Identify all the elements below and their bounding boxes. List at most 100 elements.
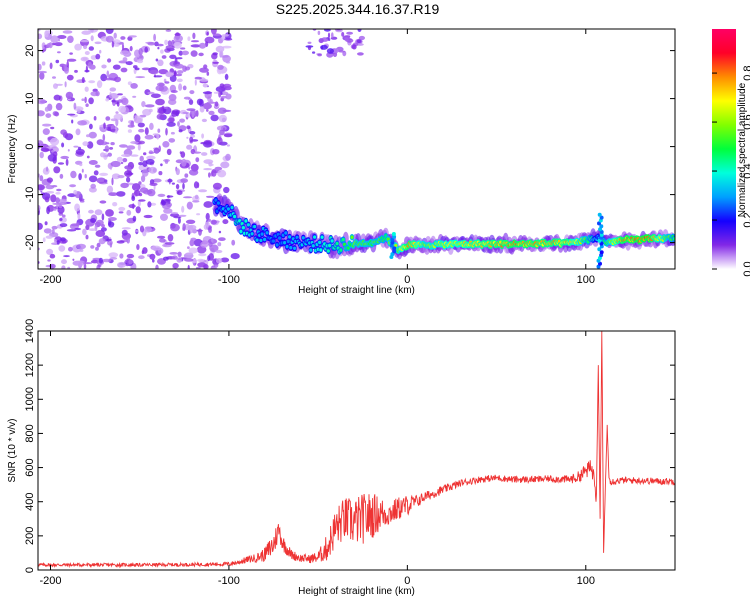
noise-blob (205, 212, 210, 221)
ridge-core (244, 219, 248, 223)
noise-blob (152, 133, 159, 136)
noise-blob (55, 192, 61, 195)
noise-blob (54, 42, 63, 47)
noise-blob (94, 164, 101, 168)
noise-blob (105, 35, 114, 43)
noise-blob (152, 259, 155, 263)
ridge-core (301, 236, 305, 240)
noise-blob (175, 183, 180, 190)
ridge-core (230, 205, 234, 210)
noise-blob (58, 204, 63, 209)
noise-blob (197, 258, 205, 262)
noise-blob (99, 200, 107, 204)
noise-blob (55, 102, 63, 111)
y-tick-label: 400 (24, 493, 36, 511)
noise-blob (90, 245, 95, 249)
noise-blob (216, 137, 223, 145)
noise-blob (220, 257, 230, 263)
noise-blob (84, 86, 89, 92)
noise-blob (47, 259, 51, 262)
noise-blob (120, 182, 129, 189)
ridge-disturbance (392, 249, 397, 254)
noise-blob (81, 98, 85, 101)
noise-blob (138, 48, 143, 56)
noise-blob (53, 83, 58, 89)
noise-blob (96, 242, 101, 248)
noise-blob (121, 227, 131, 230)
noise-blob (38, 110, 45, 117)
noise-blob (107, 58, 112, 63)
noise-blob (88, 29, 98, 33)
noise-blob (66, 58, 77, 62)
noise-blob (176, 78, 183, 83)
ridge-disturbance (390, 240, 395, 245)
ridge-disturbance (599, 224, 604, 229)
noise-blob (138, 199, 146, 202)
noise-blob (128, 35, 137, 38)
noise-blob (178, 50, 183, 56)
noise-blob (149, 182, 158, 186)
noise-blob (49, 253, 56, 259)
colorbar-tick-label: 0.6 (742, 114, 750, 129)
noise-blob (133, 115, 143, 124)
noise-blob (46, 166, 49, 172)
noise-blob (183, 96, 191, 100)
noise-blob (186, 136, 189, 139)
noise-blob (105, 116, 111, 121)
noise-blob (50, 146, 59, 153)
noise-blob (88, 46, 95, 51)
noise-blob (203, 264, 209, 269)
noise-blob (197, 182, 200, 189)
noise-blob (142, 160, 148, 167)
noise-blob (126, 237, 130, 244)
snr-plot-area (38, 331, 675, 570)
noise-blob (82, 141, 89, 147)
noise-blob (144, 134, 154, 140)
noise-blob (75, 128, 81, 136)
noise-blob (42, 237, 46, 243)
y-axis-label: SNR (10 * v/v) (7, 419, 18, 483)
noise-blob (201, 133, 205, 139)
noise-blob (51, 225, 58, 230)
noise-blob (188, 166, 191, 170)
noise-blob (186, 125, 191, 130)
ridge-core (286, 239, 290, 244)
noise-blob (84, 96, 87, 104)
noise-blob (190, 50, 198, 57)
noise-blob (194, 76, 203, 80)
noise-blob (199, 99, 204, 107)
noise-blob (70, 224, 78, 227)
noise-blob (39, 72, 45, 80)
noise-blob (100, 152, 106, 158)
noise-blob (88, 97, 94, 105)
y-tick-label: -10 (24, 187, 36, 203)
noise-blob (147, 91, 155, 95)
noise-blob (156, 113, 164, 120)
noise-blob (133, 189, 141, 197)
ridge-core (672, 237, 675, 241)
noise-blob (175, 73, 183, 77)
noise-blob (231, 239, 236, 246)
noise-blob (93, 116, 97, 121)
noise-blob (210, 266, 218, 269)
noise-blob (120, 50, 130, 56)
noise-blob (86, 134, 90, 138)
noise-blob (132, 215, 137, 222)
noise-blob (87, 61, 92, 69)
noise-blob (190, 237, 197, 241)
colorbar (712, 29, 736, 269)
noise-blob (182, 111, 190, 114)
noise-blob (100, 227, 107, 232)
colorbar-tick-label: 0.8 (742, 65, 750, 80)
noise-blob (175, 57, 183, 60)
noise-blob (220, 95, 227, 99)
noise-blob (88, 175, 98, 183)
noise-blob (119, 144, 128, 148)
snr-series-line (38, 331, 675, 569)
colorbar-label: Normalized spectral amplitude (737, 82, 748, 217)
noise-blob (55, 197, 60, 204)
noise-blob (164, 81, 170, 84)
noise-blob (136, 59, 144, 64)
noise-blob (217, 242, 222, 247)
ridge-core (335, 241, 339, 246)
